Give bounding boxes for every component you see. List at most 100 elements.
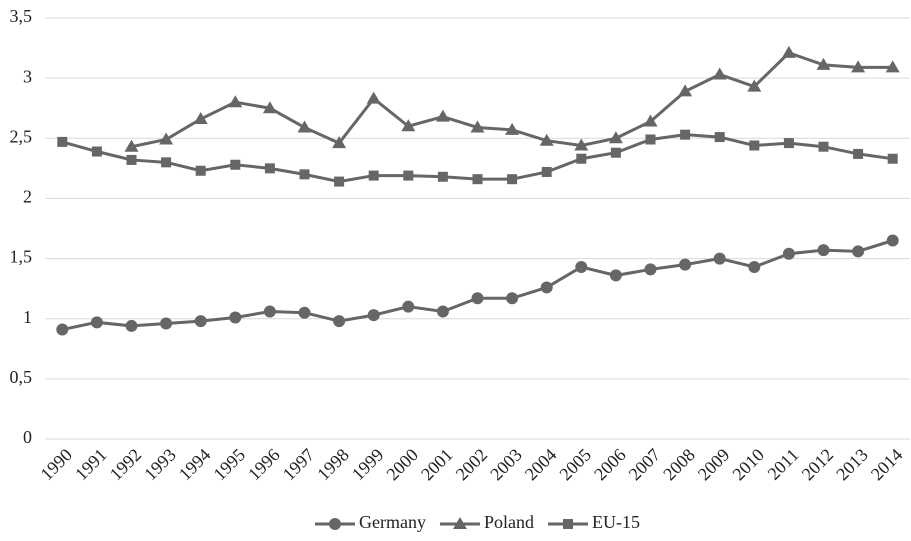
x-tick-label: 2012: [798, 445, 838, 485]
data-point: [161, 157, 172, 168]
data-point: [437, 171, 448, 182]
data-point: [643, 114, 658, 127]
data-point: [297, 120, 312, 133]
data-point: [402, 300, 415, 313]
y-tick-label: 2,5: [10, 126, 33, 146]
data-point: [436, 305, 449, 318]
data-point: [885, 60, 900, 73]
x-tick-label: 1995: [209, 445, 249, 485]
x-tick-label: 2010: [728, 445, 768, 485]
data-point: [680, 129, 691, 140]
data-point: [539, 133, 554, 146]
data-point: [262, 101, 277, 114]
legend-label: Germany: [359, 512, 426, 532]
y-tick-label: 0,5: [10, 367, 33, 387]
legend-item: Germany: [315, 512, 426, 532]
legend-item: EU-15: [548, 512, 640, 532]
x-tick-label: 1998: [313, 445, 353, 485]
data-point: [851, 60, 866, 73]
data-point: [852, 245, 865, 258]
data-point: [747, 79, 762, 92]
y-tick-label: 2: [23, 187, 32, 207]
x-tick-label: 1997: [279, 445, 319, 485]
x-tick-label: 2008: [659, 445, 699, 485]
data-point: [91, 146, 102, 157]
data-point: [541, 166, 552, 177]
data-point: [332, 136, 347, 149]
data-point: [230, 159, 241, 170]
x-tick-label: 1999: [348, 445, 388, 485]
legend-item: Poland: [439, 512, 534, 532]
y-tick-label: 0: [23, 427, 32, 447]
legend-label: Poland: [484, 512, 534, 532]
data-point: [817, 244, 830, 257]
data-point: [472, 174, 483, 185]
data-point: [507, 174, 518, 185]
data-point: [714, 132, 725, 143]
data-point: [712, 67, 727, 80]
x-tick-label: 2007: [625, 445, 665, 485]
data-point: [334, 176, 345, 187]
x-tick-label: 2002: [452, 445, 492, 485]
data-point: [781, 45, 796, 58]
data-point: [56, 323, 69, 336]
data-point: [124, 139, 139, 152]
x-tick-label: 2006: [590, 445, 630, 485]
x-tick-label: 2014: [867, 445, 907, 485]
series-line: [61, 239, 894, 332]
y-tick-label: 1: [23, 307, 32, 327]
y-tick-label: 1,5: [10, 247, 33, 267]
legend-marker: [329, 518, 341, 530]
x-tick-label: 2003: [486, 445, 526, 485]
data-point: [160, 317, 173, 330]
x-tick-label: 2005: [555, 445, 595, 485]
data-point: [57, 136, 68, 147]
data-point: [610, 147, 621, 158]
legend-marker: [452, 517, 467, 529]
x-tick-label: 2001: [417, 445, 457, 485]
y-tick-label: 3: [23, 66, 32, 86]
x-tick-label: 2009: [694, 445, 734, 485]
data-point: [470, 120, 485, 133]
data-point: [299, 169, 310, 180]
data-point: [228, 95, 243, 108]
data-point: [886, 234, 899, 247]
data-point: [298, 306, 311, 319]
x-tick-label: 2013: [832, 445, 872, 485]
data-point: [608, 131, 623, 144]
x-tick-label: 1990: [36, 445, 76, 485]
data-point: [333, 315, 346, 328]
data-point: [159, 132, 174, 145]
data-point: [401, 119, 416, 132]
data-point: [435, 109, 450, 122]
x-tick-label: 2011: [764, 445, 803, 484]
x-tick-label: 1996: [244, 445, 284, 485]
data-point: [783, 138, 794, 149]
data-point: [403, 170, 414, 181]
data-point: [195, 165, 206, 176]
data-point: [782, 247, 795, 260]
x-tick-label: 1992: [106, 445, 146, 485]
data-point: [368, 170, 379, 181]
x-tick-label: 2000: [382, 445, 422, 485]
data-point: [749, 140, 760, 151]
data-point: [229, 311, 242, 324]
data-point: [540, 281, 553, 294]
data-point: [853, 148, 864, 159]
data-point: [194, 315, 207, 328]
legend-label: EU-15: [592, 512, 640, 532]
data-point: [126, 154, 137, 165]
data-point: [193, 112, 208, 125]
data-point: [609, 269, 622, 282]
legend-marker: [563, 519, 573, 529]
x-tick-label: 1993: [140, 445, 180, 485]
data-point: [575, 260, 588, 273]
data-point: [506, 292, 519, 305]
data-point: [576, 153, 587, 164]
legend: Germany Poland EU-15: [315, 512, 640, 532]
data-point: [471, 292, 484, 305]
data-point: [125, 319, 138, 332]
data-point: [818, 141, 829, 152]
y-tick-label: 3,5: [10, 6, 33, 26]
